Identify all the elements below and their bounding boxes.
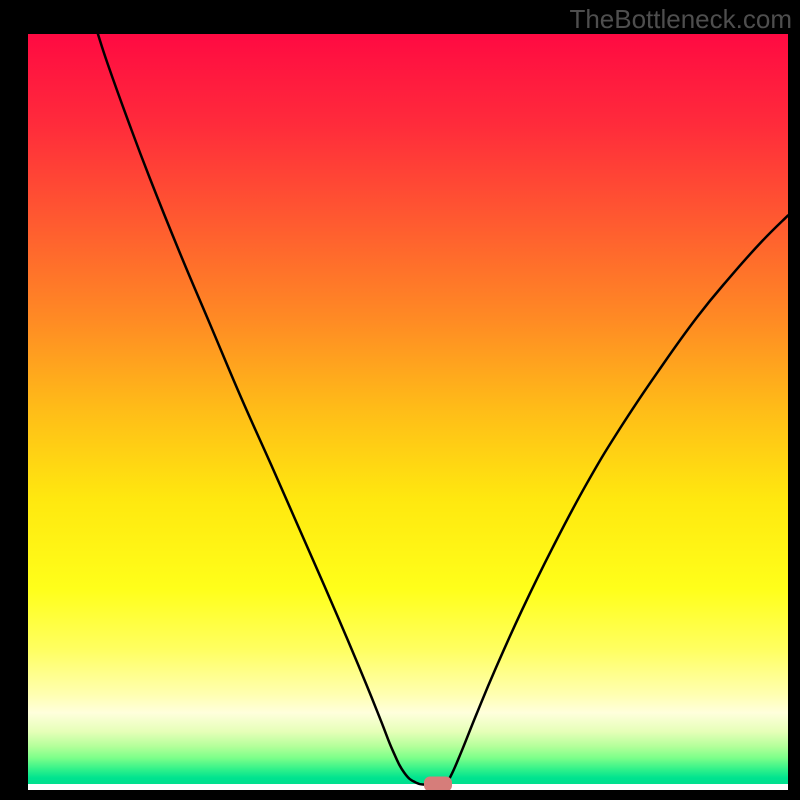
optimal-point-marker — [424, 777, 452, 790]
curve-path — [98, 34, 788, 785]
bottleneck-curve — [28, 34, 788, 790]
plot-area — [28, 34, 788, 790]
chart-stage: TheBottleneck.com — [0, 0, 800, 800]
watermark-text: TheBottleneck.com — [569, 4, 792, 35]
